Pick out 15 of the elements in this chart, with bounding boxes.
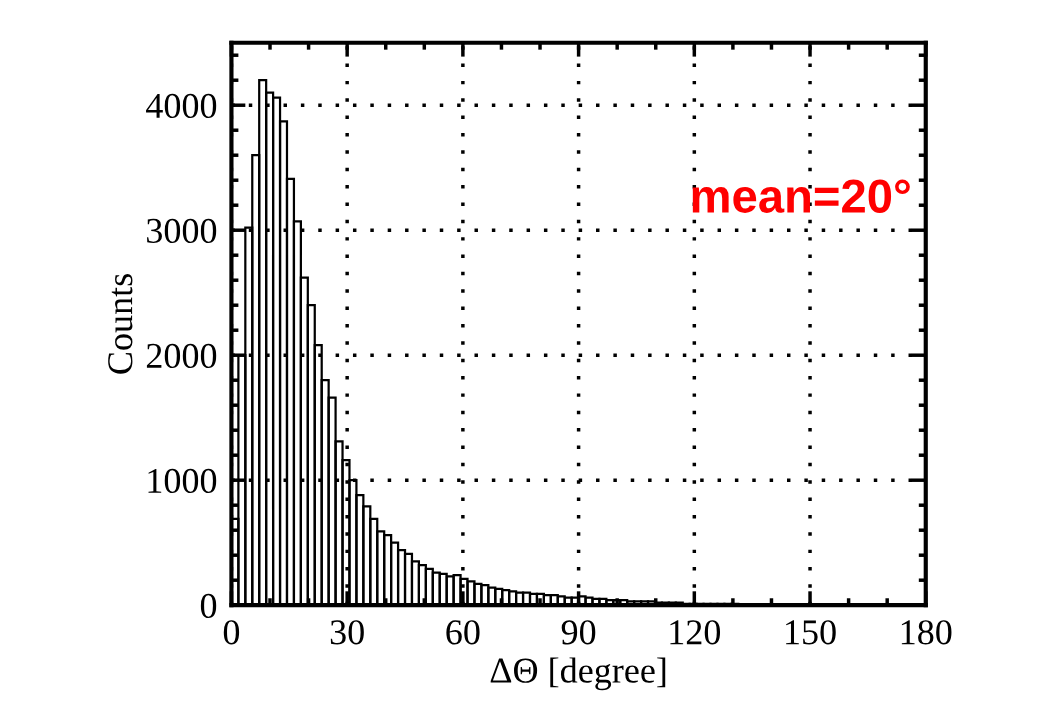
y-axis-title: Counts [108, 274, 133, 374]
x-tick-label: 120 [670, 620, 721, 645]
x-tick-label: 0 [223, 620, 240, 645]
x-tick-label: 30 [330, 620, 364, 645]
y-tick-label: 3000 [147, 218, 217, 244]
x-axis-title: ΔΘ [degree] [490, 657, 666, 691]
x-tick-label: 150 [786, 620, 836, 645]
y-tick-label: 1000 [148, 468, 217, 494]
x-tick-label: 60 [446, 620, 480, 645]
x-tick-label: 180 [901, 620, 952, 645]
y-tick-label: 4000 [146, 93, 217, 119]
annotation: mean=20° [692, 179, 910, 213]
x-tick-label: 90 [561, 620, 596, 645]
y-tick-label: 2000 [146, 343, 217, 369]
y-tick-label: 0 [200, 593, 217, 619]
